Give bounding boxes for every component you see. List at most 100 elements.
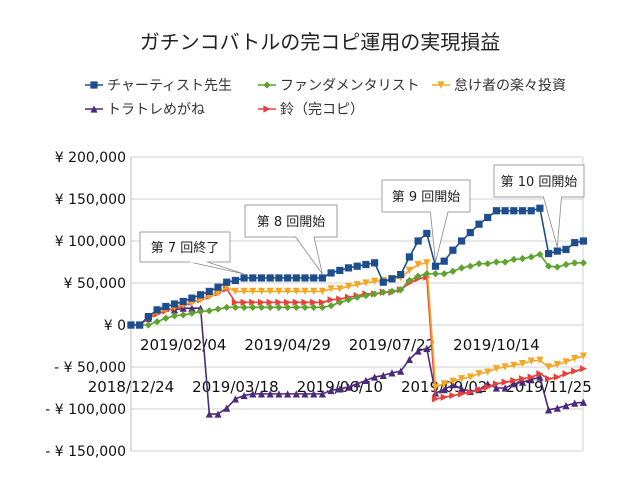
data-point — [292, 298, 300, 306]
data-point — [257, 390, 266, 398]
data-point — [518, 375, 527, 383]
data-point — [301, 298, 309, 306]
legend-label: ファンダメンタリスト — [280, 78, 420, 94]
data-point — [475, 220, 483, 228]
data-point — [371, 290, 379, 298]
data-point — [579, 237, 587, 245]
data-point — [388, 275, 396, 283]
legend-item: トラトレめがね — [85, 102, 205, 118]
data-point — [562, 402, 570, 410]
data-point — [414, 237, 422, 245]
data-point — [527, 373, 535, 381]
data-point — [318, 287, 326, 295]
data-point — [310, 274, 318, 282]
data-point — [205, 307, 213, 315]
y-tick-label: ¥ 150,000 — [55, 192, 126, 208]
legend-item: チャーティスト先生 — [85, 78, 232, 94]
data-point — [423, 344, 431, 353]
data-point — [545, 262, 553, 270]
data-point — [484, 368, 492, 376]
data-point — [545, 250, 553, 258]
data-point — [240, 274, 248, 282]
data-point — [440, 380, 448, 388]
callout-box — [493, 164, 585, 198]
callout-box — [381, 179, 471, 213]
data-point — [501, 207, 509, 215]
data-point — [371, 277, 379, 285]
chart-title: ガチンコバトルの完コピ運用の実現損益 — [140, 30, 501, 54]
data-point — [344, 282, 353, 290]
data-point — [484, 260, 492, 268]
data-point — [153, 318, 161, 326]
data-point — [579, 259, 587, 267]
data-point — [379, 371, 387, 379]
legend-label: チャーティスト先生 — [107, 78, 232, 94]
data-point — [458, 385, 466, 393]
data-point — [449, 377, 457, 385]
legend-label: トラトレめがね — [107, 102, 205, 118]
callout-text: 第 10 回開始 — [501, 175, 578, 190]
data-point — [275, 274, 283, 282]
data-point — [571, 399, 579, 407]
y-axis: ¥ 200,000 ¥ 150,000 ¥ 100,000 ¥ 50,000 ¥ 0 - … — [45, 150, 126, 460]
data-point — [579, 398, 587, 406]
data-point — [553, 404, 561, 412]
data-point — [397, 286, 405, 294]
data-point — [214, 305, 222, 313]
data-point — [188, 304, 196, 312]
data-point — [249, 287, 257, 295]
data-point — [257, 303, 266, 311]
data-point — [579, 352, 587, 360]
data-point — [310, 287, 318, 295]
data-point — [397, 271, 405, 279]
y-tick-label: ¥ 100,000 — [55, 234, 126, 250]
data-point — [431, 383, 440, 391]
data-point — [327, 302, 335, 310]
series-layer — [127, 204, 587, 418]
data-point — [466, 262, 474, 270]
data-point — [501, 384, 509, 392]
data-point — [562, 260, 570, 269]
data-point — [223, 404, 231, 412]
data-point — [292, 287, 300, 295]
callout-text: 第 8 回開始 — [257, 215, 326, 230]
data-point — [249, 390, 257, 398]
data-point — [475, 386, 483, 394]
data-point — [414, 260, 422, 269]
data-point — [275, 287, 283, 295]
data-point — [353, 281, 361, 289]
x-tick-label: 2019/11/25 — [505, 378, 591, 396]
data-point — [458, 237, 466, 245]
series-4 — [127, 304, 587, 418]
data-point — [275, 303, 283, 311]
callout: 第 8 回開始 — [244, 204, 338, 275]
data-point — [231, 287, 239, 295]
callout-box — [244, 204, 338, 238]
data-point — [327, 269, 335, 277]
data-point — [388, 369, 396, 377]
data-point — [440, 257, 448, 265]
callout-text: 第 7 回終了 — [151, 240, 220, 256]
legend-item: 怠け者の楽々投資 — [432, 78, 566, 94]
data-point — [179, 297, 187, 306]
data-point — [353, 262, 361, 270]
callout: 第 10 回開始 — [493, 164, 585, 248]
data-point — [292, 303, 300, 311]
data-point — [214, 289, 222, 297]
data-point — [266, 287, 274, 295]
callout-text: 第 9 回開始 — [392, 190, 461, 205]
data-point — [510, 361, 518, 369]
data-point — [466, 229, 474, 237]
data-point — [263, 81, 271, 89]
x-tick-label: 2019/07/22 — [349, 336, 435, 354]
data-point — [257, 298, 266, 306]
data-point — [301, 390, 309, 398]
data-point — [527, 357, 535, 365]
data-point — [362, 292, 370, 300]
data-point — [492, 258, 500, 266]
data-point — [284, 287, 292, 295]
data-point — [484, 383, 492, 391]
legend-label: 怠け者の楽々投資 — [454, 78, 566, 94]
data-point — [275, 390, 283, 398]
data-point — [327, 296, 335, 304]
